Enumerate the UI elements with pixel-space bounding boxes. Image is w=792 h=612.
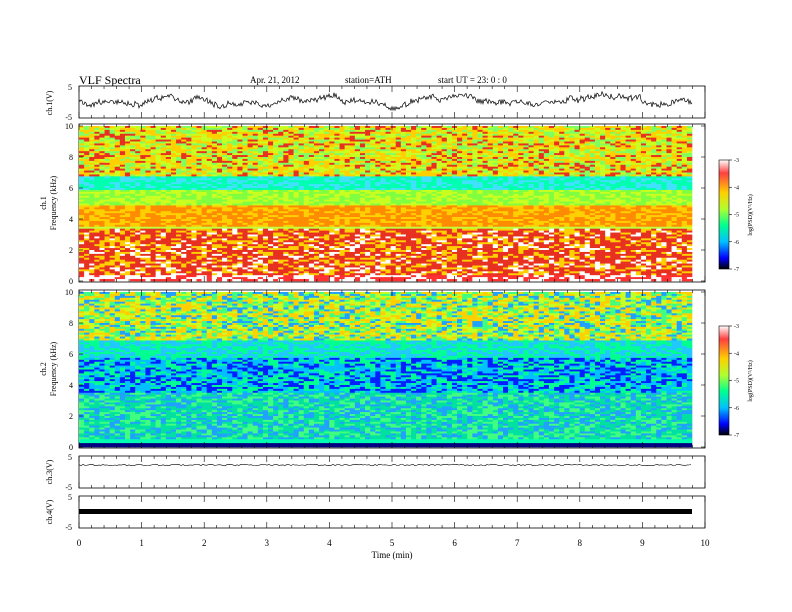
ch1-cbar-tick-4: -7 [734, 267, 739, 273]
ch3-ytick-top: 5 [68, 453, 72, 462]
ch1-ytick-bottom: -5 [65, 113, 72, 122]
start-time-label: start UT = 23: 0 : 0 [438, 75, 507, 85]
ch3-ylabel: ch.3(V) [45, 459, 54, 484]
ch4-ylabel: ch.4(V) [45, 499, 54, 524]
ch2-cbar-tick-0: -3 [734, 324, 739, 330]
ch2-spec-ytick-6: 6 [69, 350, 73, 359]
x-tick-0: 0 [77, 538, 82, 548]
ch1-cbar-tick-1: -4 [734, 185, 739, 191]
ch2-colorbar-label: log(PSD)(V²/Hz) [747, 360, 754, 401]
ch1-colorbar: -3 -4 -5 -6 -7 log(PSD)(V²/Hz) [719, 158, 754, 273]
ch2-colorbar-ticks: -3 -4 -5 -6 -7 [729, 324, 739, 439]
station-label: station=ATH [345, 75, 392, 85]
ch1-spec-ytick-10: 10 [65, 122, 73, 131]
ch1-spec-ytick-4: 4 [69, 215, 73, 224]
ch2-cbar-tick-4: -7 [734, 433, 739, 439]
x-tick-5: 5 [390, 538, 395, 548]
ch1-spectrogram-image [79, 126, 692, 281]
ch1-spec-ylabel-top: ch.1 [39, 196, 48, 210]
x-tick-1: 1 [139, 538, 144, 548]
ch1-colorbar-ticks: -3 -4 -5 -6 -7 [729, 158, 739, 273]
ch4-waveform-panel: 5 -5 ch.4(V) [45, 493, 705, 532]
ch1-ylabel: ch.1(V) [45, 90, 54, 115]
ch2-cbar-tick-1: -4 [734, 351, 739, 357]
x-tick-4: 4 [327, 538, 332, 548]
x-tick-7: 7 [515, 538, 520, 548]
ch1-cbar-tick-3: -6 [734, 240, 739, 246]
x-tick-6: 6 [452, 538, 457, 548]
ch1-spec-ytick-6: 6 [69, 184, 73, 193]
ch1-ytick-top: 5 [68, 83, 72, 92]
ch2-spec-ytick-4: 4 [69, 381, 73, 390]
ch2-spec-ytick-2: 2 [69, 412, 73, 421]
ch2-spec-ytick-8: 8 [69, 319, 73, 328]
ch2-cbar-tick-3: -6 [734, 406, 739, 412]
ch2-colorbar: -3 -4 -5 -6 -7 log(PSD)(V²/Hz) [719, 324, 754, 439]
ch2-spec-ytick-0: 0 [69, 443, 73, 452]
ch4-waveform-band [79, 509, 692, 514]
x-tick-2: 2 [202, 538, 207, 548]
ch1-spectrogram-panel: 0 2 4 6 8 10 ch.1 Frequency (kHz) [39, 122, 705, 286]
ch4-ytick-bottom: -5 [65, 523, 72, 532]
ch1-cbar-tick-0: -3 [734, 158, 739, 164]
x-tick-9: 9 [640, 538, 645, 548]
x-tick-8: 8 [578, 538, 583, 548]
ch2-spectrogram-image [79, 292, 692, 447]
ch1-spec-ylabel: Frequency (kHz) [49, 175, 58, 230]
ch2-spec-ytick-10: 10 [65, 288, 73, 297]
ch2-spec-ylabel: Frequency (kHz) [49, 341, 58, 396]
ch1-colorbar-label: log(PSD)(V²/Hz) [747, 194, 754, 235]
ch3-waveform-panel: 5 -5 ch.3(V) [45, 453, 705, 492]
ch1-spec-ytick-8: 8 [69, 153, 73, 162]
chart-title: VLF Spectra [79, 73, 141, 87]
ch4-ytick-top: 5 [68, 493, 72, 502]
x-tick-3: 3 [265, 538, 270, 548]
ch1-cbar-tick-2: -5 [734, 213, 739, 219]
ch2-spectrogram-panel: 0 2 4 6 8 10 ch.2 Frequency (kHz) [39, 288, 705, 452]
ch1-spec-ytick-2: 2 [69, 246, 73, 255]
x-tick-10: 10 [701, 538, 711, 548]
ch2-cbar-tick-2: -5 [734, 379, 739, 385]
ch3-ytick-bottom: -5 [65, 483, 72, 492]
ch1-waveform-panel: 5 -5 ch.1(V) [45, 83, 705, 122]
x-axis-label: Time (min) [372, 550, 413, 560]
date-label: Apr. 21, 2012 [250, 75, 300, 85]
ch2-spec-ylabel-top: ch.2 [39, 362, 48, 376]
ch1-spec-ytick-0: 0 [69, 277, 73, 286]
